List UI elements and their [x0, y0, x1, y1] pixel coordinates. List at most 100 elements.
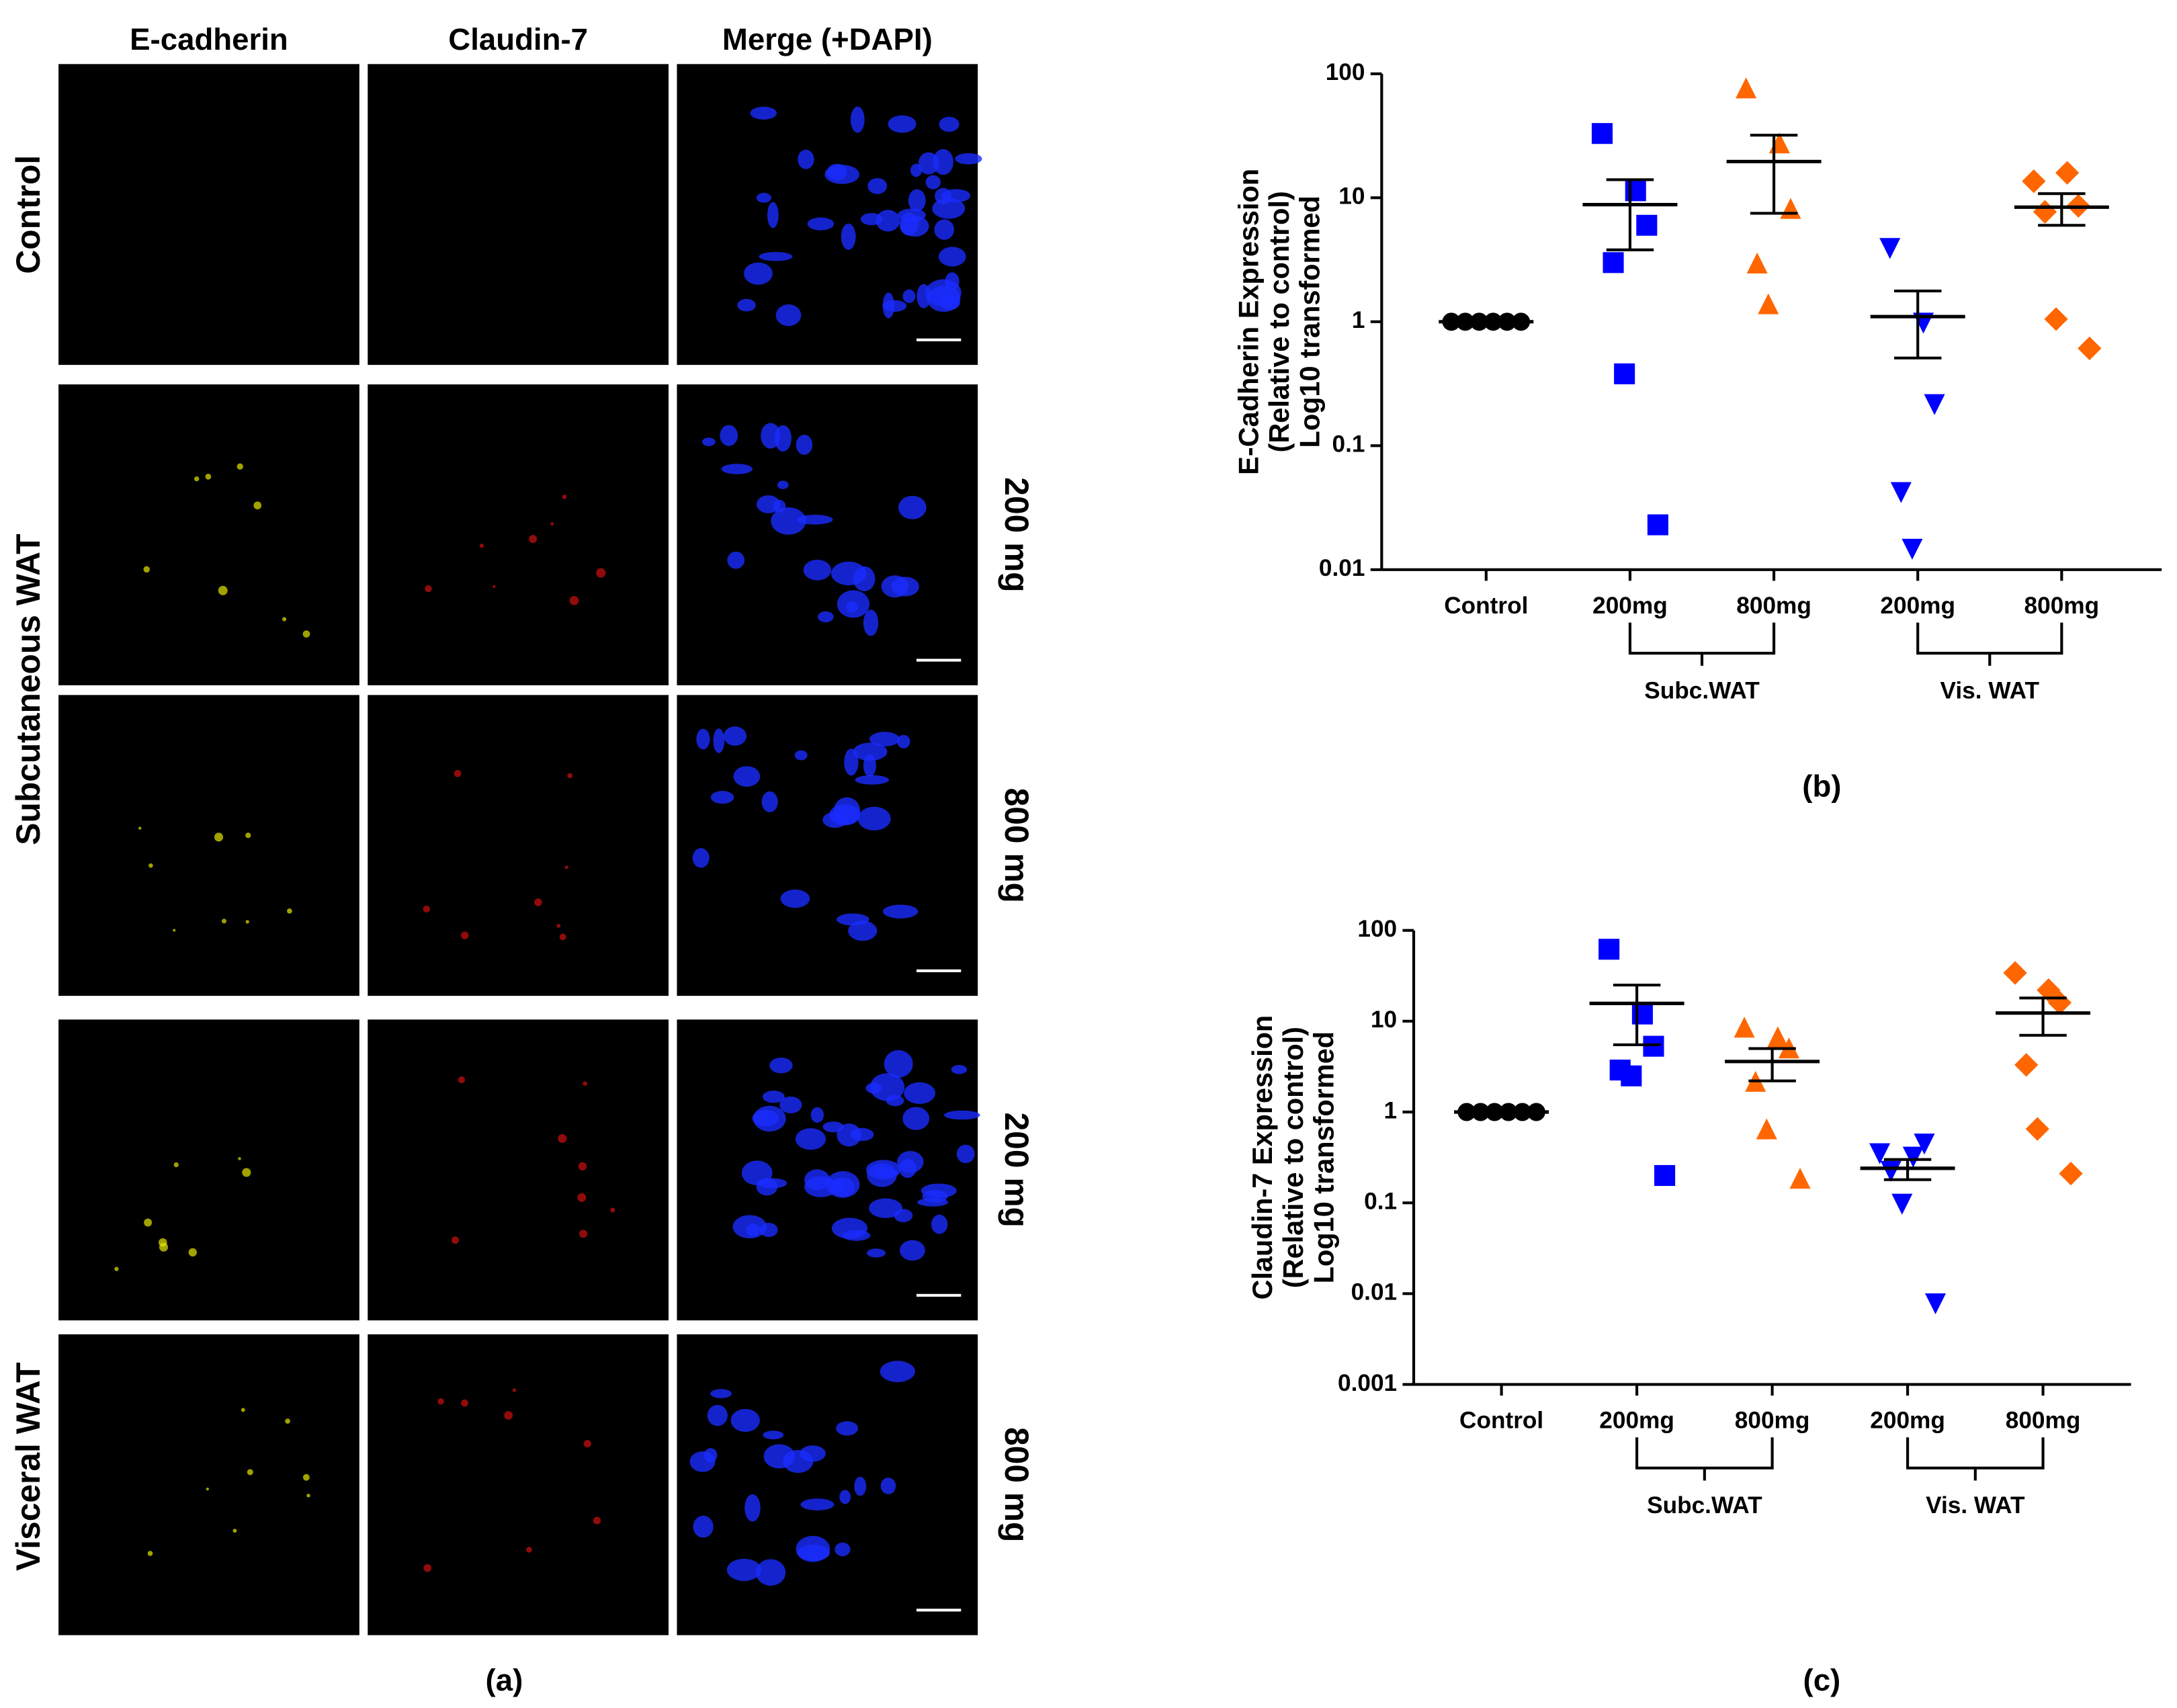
nucleus [696, 728, 710, 750]
point [1734, 1017, 1755, 1038]
nucleus [850, 106, 865, 133]
nucleus [744, 1494, 761, 1522]
nucleus [869, 1198, 902, 1218]
nucleus [707, 1404, 728, 1426]
nucleus [721, 464, 753, 474]
point [2014, 1053, 2039, 1077]
speck [458, 1076, 465, 1084]
speck [222, 919, 226, 924]
y-axis-label: Claudin-7 Expression [1246, 1015, 1278, 1300]
nucleus [934, 219, 955, 240]
micrograph [58, 1334, 359, 1635]
nucleus [931, 1214, 948, 1234]
nucleus [839, 1490, 851, 1504]
speck [556, 923, 561, 928]
x-tick-label: 800mg [2024, 593, 2100, 619]
speck [562, 495, 567, 499]
point [2059, 1161, 2083, 1186]
nucleus [883, 904, 919, 919]
point [1636, 214, 1658, 236]
speck [302, 1474, 310, 1481]
speck [285, 1418, 290, 1424]
nucleus [869, 1073, 905, 1101]
x-tick-label: 800mg [1736, 593, 1811, 619]
nucleus [762, 1091, 785, 1103]
nucleus [752, 1109, 779, 1127]
dose-label: 800 mg [998, 788, 1035, 903]
speck [188, 1248, 197, 1257]
speck [526, 1547, 532, 1553]
speck [423, 905, 430, 913]
speck [425, 585, 432, 593]
point [1598, 939, 1620, 960]
y-tick-label: 10 [1371, 1007, 1397, 1033]
nucleus [884, 1050, 913, 1078]
point [1647, 514, 1668, 536]
nucleus [755, 1559, 786, 1586]
micrograph [677, 64, 978, 366]
nucleus [744, 262, 773, 285]
speck [564, 865, 568, 869]
speck [529, 535, 538, 544]
point [1621, 1065, 1642, 1086]
micrograph [368, 64, 669, 366]
speck [583, 1440, 591, 1448]
nucleus [807, 217, 835, 230]
nucleus [933, 148, 953, 175]
nucleus [867, 178, 888, 194]
nucleus [689, 1451, 716, 1472]
dose-label: 200 mg [998, 1113, 1035, 1228]
speck [205, 473, 212, 480]
nucleus [726, 1558, 761, 1581]
y-axis-label: (Relative to control) [1277, 1027, 1309, 1288]
nucleus [803, 559, 832, 581]
nucleus [761, 791, 778, 812]
nucleus [831, 561, 867, 586]
point [1924, 1293, 1947, 1315]
y-axis-label: E-Cadherin Expression [1232, 169, 1264, 475]
nucleus [898, 495, 927, 519]
speck [504, 1411, 513, 1420]
row-label: Visceral WAT [9, 1363, 47, 1572]
panel-caption: (b) [1802, 769, 1841, 803]
nucleus [769, 1058, 793, 1074]
nucleus [730, 1408, 760, 1433]
speck [534, 898, 542, 906]
speck [306, 1494, 310, 1498]
nucleus [850, 1127, 874, 1142]
point [1631, 1003, 1653, 1025]
micrograph [368, 695, 669, 996]
nucleus [720, 425, 738, 446]
nucleus [897, 734, 910, 749]
micrograph [58, 695, 359, 996]
nucleus [841, 223, 856, 250]
x-tick-label: 200mg [1880, 593, 1955, 619]
micrograph [58, 64, 359, 366]
group-bracket [1916, 622, 2063, 666]
y-tick-label: 100 [1357, 916, 1397, 942]
nucleus [836, 1421, 859, 1436]
point [2025, 1117, 2049, 1141]
point [1879, 238, 1901, 259]
y-tick-label: 0.001 [1338, 1370, 1397, 1396]
speck [596, 568, 606, 578]
speck [241, 1408, 245, 1412]
dose-label: 800 mg [998, 1427, 1035, 1542]
nucleus [876, 210, 900, 232]
nucleus [880, 1361, 915, 1383]
point [2037, 978, 2061, 1002]
nucleus [757, 1178, 787, 1189]
point [1891, 1193, 1913, 1215]
point [1914, 1134, 1935, 1155]
micrograph [58, 1019, 359, 1321]
nucleus [944, 1110, 980, 1120]
nucleus [863, 609, 879, 636]
point [1902, 1146, 1924, 1168]
nucleus [888, 115, 916, 133]
y-tick-label: 10 [1338, 183, 1365, 210]
dose-label: 200 mg [998, 477, 1035, 592]
nucleus [727, 551, 745, 569]
x-tick-label: 800mg [1735, 1408, 1810, 1434]
x-tick-label: Control [1459, 1408, 1543, 1434]
point [1758, 293, 1779, 314]
